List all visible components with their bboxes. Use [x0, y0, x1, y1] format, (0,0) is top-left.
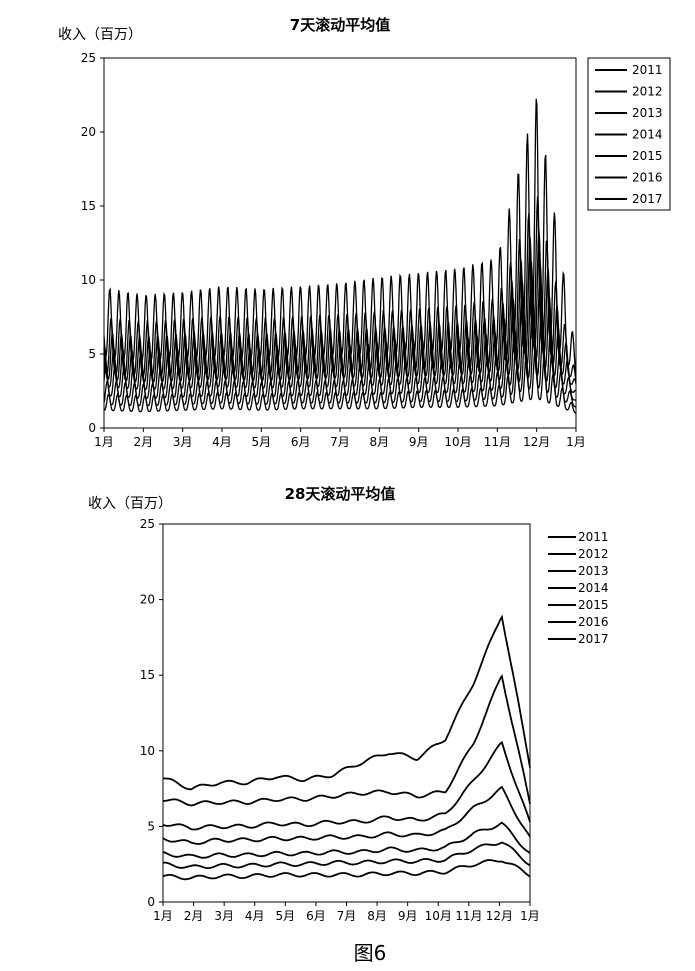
series-line-2017 [163, 614, 531, 791]
x-tick-label: 2月 [134, 435, 154, 449]
legend-label: 2014 [632, 128, 663, 142]
x-tick-label: 7月 [337, 909, 357, 923]
series-line-2014 [162, 785, 531, 845]
x-tick-label: 4月 [212, 435, 232, 449]
x-ticks: 1月 2月 3月 4月 5月 6月 7月 8月 9月 10月 11月 12月 1月 [94, 428, 586, 449]
plot-frame [162, 523, 531, 903]
legend-label: 2015 [632, 149, 663, 163]
x-ticks: 1月 2月 3月 4月 5月 6月 7月 8月 9月 10月 11月 12月 1月 [153, 902, 540, 923]
legend-label: 2017 [632, 192, 663, 206]
legend-label: 2011 [578, 530, 609, 544]
x-tick-label: 4月 [245, 909, 265, 923]
legend-label: 2011 [632, 63, 663, 77]
x-tick-label: 10月 [425, 909, 452, 923]
legend-label: 2016 [632, 171, 663, 185]
y-axis-label: 收入（百万） [58, 27, 142, 43]
y-axis-label: 收入（百万） [88, 496, 172, 512]
x-tick-label: 12月 [486, 909, 513, 923]
chart-title: 7天滚动平均值 [290, 16, 390, 34]
x-tick-label: 1月 [566, 435, 586, 449]
chart-7day: 7天滚动平均值 收入（百万） 0 5 10 15 20 25 1月 2月 3月 4月 5月 6月 7月… [58, 16, 671, 449]
legend-label: 2013 [578, 564, 609, 578]
y-tick-label: 10 [81, 273, 96, 287]
x-tick-label: 9月 [409, 435, 429, 449]
series-lines [103, 98, 577, 414]
y-tick-label: 15 [81, 199, 96, 213]
legend-label: 2012 [632, 85, 663, 99]
series-line-2015 [162, 740, 531, 831]
y-tick-label: 20 [140, 593, 155, 607]
series-line-2013 [162, 821, 531, 859]
legend-label: 2013 [632, 106, 663, 120]
legend: 2011 2012 2013 2014 2015 2016 2017 [548, 530, 609, 646]
x-tick-label: 11月 [455, 909, 482, 923]
series-line-2017 [103, 98, 577, 375]
legend-box [587, 57, 671, 211]
x-tick-label: 1月 [94, 435, 114, 449]
y-tick-label: 0 [147, 895, 155, 909]
chart-28day: 28天滚动平均值 收入（百万） 0 5 10 15 20 25 1月 2月 3月 4月 5月 6月 7… [88, 485, 609, 923]
x-tick-label: 1月 [520, 909, 540, 923]
x-tick-label: 6月 [306, 909, 326, 923]
legend-label: 2016 [578, 615, 609, 629]
series-line-2011 [162, 859, 531, 881]
x-tick-label: 10月 [444, 435, 471, 449]
x-tick-label: 9月 [398, 909, 418, 923]
x-tick-label: 5月 [252, 435, 272, 449]
y-tick-label: 10 [140, 744, 155, 758]
chart-title: 28天滚动平均值 [285, 485, 396, 503]
legend-label: 2015 [578, 598, 609, 612]
series-line-2012 [162, 841, 531, 869]
legend: 2011 2012 2013 2014 2015 2016 2017 [587, 57, 671, 211]
series-line-2016 [163, 674, 531, 807]
x-tick-label: 6月 [291, 435, 311, 449]
y-tick-label: 25 [81, 51, 96, 65]
figure-caption: 图6 [354, 941, 387, 965]
y-tick-label: 20 [81, 125, 96, 139]
y-tick-label: 15 [140, 668, 155, 682]
legend-label: 2014 [578, 581, 609, 595]
x-tick-label: 11月 [484, 435, 511, 449]
x-tick-label: 1月 [153, 909, 173, 923]
y-tick-label: 25 [140, 517, 155, 531]
legend-label: 2017 [578, 632, 609, 646]
y-tick-label: 5 [147, 819, 155, 833]
x-tick-label: 8月 [367, 909, 387, 923]
x-tick-label: 5月 [276, 909, 296, 923]
x-tick-label: 3月 [214, 909, 234, 923]
x-tick-label: 12月 [523, 435, 550, 449]
series-lines [162, 614, 531, 881]
legend-label: 2012 [578, 547, 609, 561]
x-tick-label: 2月 [184, 909, 204, 923]
x-tick-label: 7月 [330, 435, 350, 449]
x-tick-label: 8月 [370, 435, 390, 449]
y-tick-label: 5 [88, 347, 96, 361]
y-tick-label: 0 [88, 421, 96, 435]
y-ticks: 0 5 10 15 20 25 [140, 517, 163, 909]
y-ticks: 0 5 10 15 20 25 [81, 51, 104, 435]
x-tick-label: 3月 [173, 435, 193, 449]
